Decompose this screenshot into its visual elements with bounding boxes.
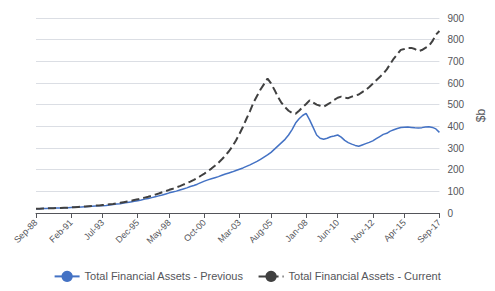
svg-text:Oct-00: Oct-00	[182, 217, 208, 243]
svg-text:$b: $b	[474, 109, 488, 123]
svg-text:Feb-91: Feb-91	[47, 217, 74, 244]
svg-text:700: 700	[447, 56, 464, 67]
svg-text:Apr-15: Apr-15	[382, 217, 408, 243]
svg-text:600: 600	[447, 78, 464, 89]
svg-text:500: 500	[447, 99, 464, 110]
svg-text:Sep-17: Sep-17	[415, 217, 443, 245]
svg-text:Dec-95: Dec-95	[114, 217, 142, 245]
svg-text:0: 0	[447, 208, 453, 219]
svg-text:Jun-10: Jun-10	[315, 217, 342, 244]
svg-text:300: 300	[447, 143, 464, 154]
svg-text:800: 800	[447, 34, 464, 45]
svg-text:Sep-88: Sep-88	[12, 217, 40, 245]
svg-text:100: 100	[447, 186, 464, 197]
svg-text:Aug-05: Aug-05	[247, 217, 275, 245]
svg-text:Jul-93: Jul-93	[82, 217, 106, 241]
svg-text:900: 900	[447, 13, 464, 24]
svg-text:Nov-12: Nov-12	[349, 217, 377, 245]
svg-text:200: 200	[447, 164, 464, 175]
svg-text:Jan-08: Jan-08	[283, 217, 310, 244]
svg-text:Total Financial Assets - Previ: Total Financial Assets - Previous	[85, 270, 244, 282]
svg-text:400: 400	[447, 121, 464, 132]
svg-text:Mar-03: Mar-03	[216, 217, 243, 244]
svg-text:Total Financial Assets - Curre: Total Financial Assets - Current	[289, 270, 441, 282]
svg-text:May-98: May-98	[145, 217, 173, 245]
